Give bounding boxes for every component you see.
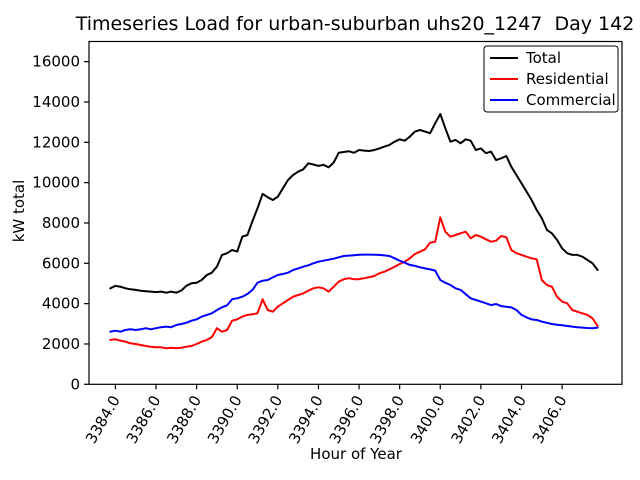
x-axis-tick-label: 3406.0: [529, 392, 571, 446]
legend-entry: Commercial: [490, 91, 616, 109]
y-axis-tick-label: 8000: [42, 214, 80, 232]
y-axis-tick-label: 12000: [32, 133, 80, 151]
legend-entry-label: Total: [525, 49, 561, 67]
x-axis-tick-label: 3400.0: [407, 392, 449, 446]
x-axis-tick-label: 3384.0: [82, 392, 124, 446]
series-line-residential: [109, 216, 599, 350]
y-axis-tick-label: 6000: [42, 254, 80, 272]
x-axis-tick-label: 3390.0: [204, 392, 246, 446]
x-axis-ticks: 3384.03386.03388.03390.03392.03394.03396…: [82, 384, 571, 447]
y-axis-tick-label: 0: [70, 375, 80, 393]
plot-border: [88, 40, 623, 385]
x-axis-tick-label: 3388.0: [163, 392, 205, 446]
y-axis-tick-label: 4000: [42, 295, 80, 313]
x-axis-tick-label: 3398.0: [366, 392, 408, 446]
legend-frame: [483, 45, 619, 113]
y-axis-tick-label: 14000: [32, 93, 80, 111]
x-axis-tick-label: 3402.0: [448, 392, 490, 446]
y-axis-ticks: 0 2000 4000 6000 8000 10000 12000 14000 16000: [32, 53, 89, 393]
legend-entry-label: Commercial: [526, 91, 616, 109]
x-axis-tick-label: 3394.0: [285, 392, 327, 446]
x-axis-tick-label: 3404.0: [488, 392, 530, 446]
legend-entry: Residential: [490, 70, 609, 88]
legend-entry: Total: [490, 49, 561, 67]
x-axis-tick-label: 3396.0: [326, 392, 368, 446]
series-line-commercial: [109, 253, 599, 333]
x-axis-tick-label: 3392.0: [244, 392, 286, 446]
series-line-total: [109, 113, 599, 294]
x-axis-tick-label: 3386.0: [123, 392, 165, 446]
y-axis-tick-label: 16000: [32, 53, 80, 71]
x-axis-label: Hour of Year: [310, 445, 403, 463]
legend-entry-label: Residential: [526, 70, 609, 88]
series-lines: [109, 113, 599, 350]
y-axis-tick-label: 2000: [42, 335, 80, 353]
chart-title: Timeseries Load for urban-suburban uhs20…: [75, 13, 635, 35]
y-axis-tick-label: 10000: [32, 174, 80, 192]
legend: Total Residential Commercial: [483, 45, 619, 113]
y-axis-label: kW total: [10, 180, 28, 243]
